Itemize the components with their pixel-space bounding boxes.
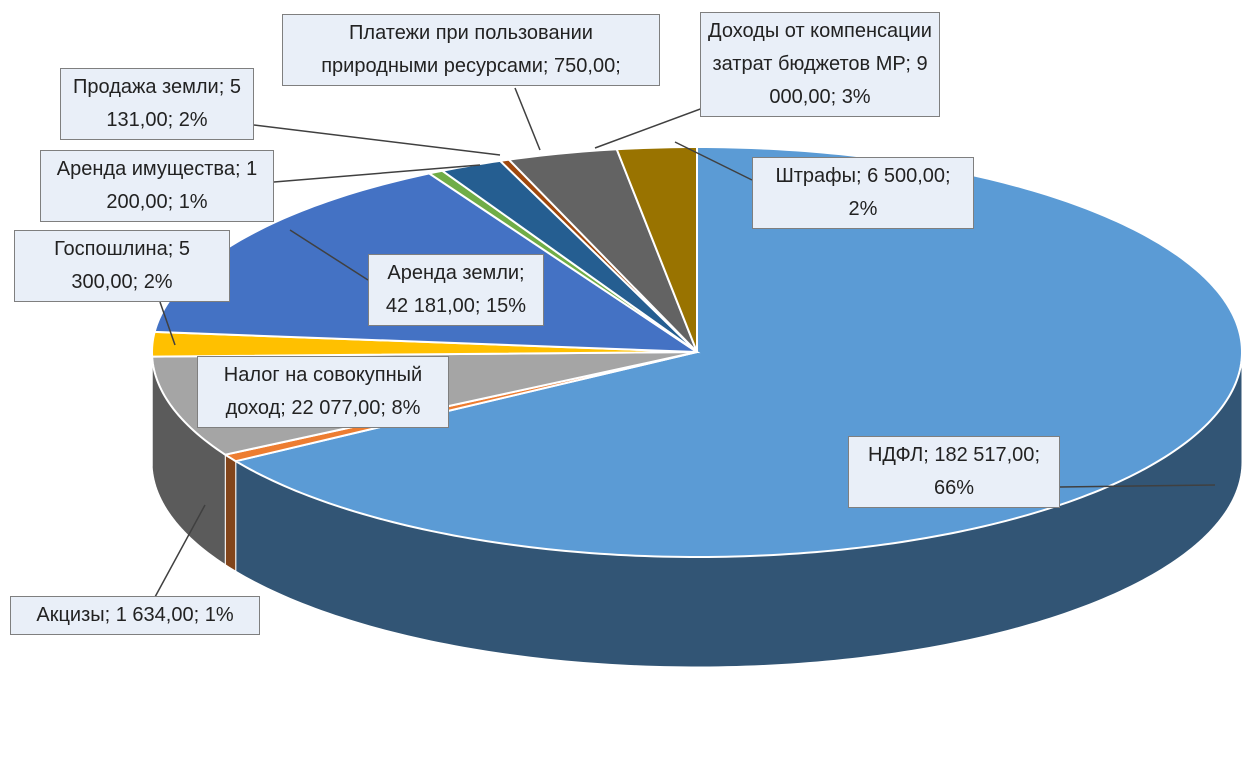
label-part: 1% [204, 604, 234, 626]
label-part: 22 077,00 [291, 397, 381, 419]
label-part: 9 000,00 [769, 53, 928, 108]
data-label: Платежи при пользовании природными ресур… [282, 14, 660, 86]
label-part: 2% [143, 271, 173, 293]
leader-line [253, 124, 501, 156]
label-part: Налог на совокупный доход [223, 364, 423, 419]
data-label: Аренда земли; 42 181,00; 15% [368, 254, 544, 326]
label-part: Доходы от компенсации затрат бюджетов МР [708, 20, 932, 75]
data-label: Аренда имущества; 1 200,00; 1% [40, 150, 274, 222]
data-label: НДФЛ; 182 517,00; 66% [848, 436, 1060, 508]
label-part: Платежи при пользовании природными ресур… [321, 22, 593, 77]
leader-line [289, 229, 369, 281]
label-part: 750,00 [554, 55, 616, 77]
leader-line [273, 164, 481, 183]
data-label: Акцизы; 1 634,00; 1% [10, 596, 260, 635]
slice-side [224, 453, 237, 573]
leader-line [674, 141, 753, 181]
label-part: Акцизы [36, 604, 105, 626]
label-part: 1 200,00 [106, 158, 258, 213]
label-part: 1 634,00 [115, 604, 194, 626]
label-part: 66% [933, 477, 975, 499]
leader-line [514, 87, 541, 151]
data-label: Доходы от компенсации затрат бюджетов МР… [700, 12, 940, 117]
label-part: Аренда земли [387, 262, 520, 284]
data-label: Налог на совокупный доход; 22 077,00; 8% [197, 356, 449, 428]
data-label: Госпошлина; 5 300,00; 2% [14, 230, 230, 302]
label-part: НДФЛ [867, 444, 924, 466]
label-part: 42 181,00 [385, 295, 475, 317]
leader-line [154, 504, 206, 598]
leader-line [1059, 484, 1216, 488]
label-part: 5 131,00 [106, 76, 241, 131]
label-part: Госпошлина [54, 238, 168, 260]
label-part: Продажа земли [73, 76, 219, 98]
label-part: 2% [848, 198, 878, 220]
data-label: Продажа земли; 5 131,00; 2% [60, 68, 254, 140]
label-part: 15% [486, 295, 527, 317]
label-part: 182 517,00 [934, 444, 1035, 466]
data-label: Штрафы; 6 500,00; 2% [752, 157, 974, 229]
label-part: Штрафы [775, 165, 857, 187]
label-part: 2% [178, 109, 208, 131]
slice [506, 148, 698, 353]
label-part: 6 500,00 [867, 165, 945, 187]
label-part: 8% [391, 397, 421, 419]
leader-line [159, 301, 176, 346]
slice [151, 330, 698, 358]
label-part: 3% [841, 86, 871, 108]
label-part: 1% [178, 191, 208, 213]
label-part: Аренда имущества [56, 158, 235, 180]
slice [615, 145, 698, 353]
label-part: 5 300,00 [71, 238, 190, 293]
